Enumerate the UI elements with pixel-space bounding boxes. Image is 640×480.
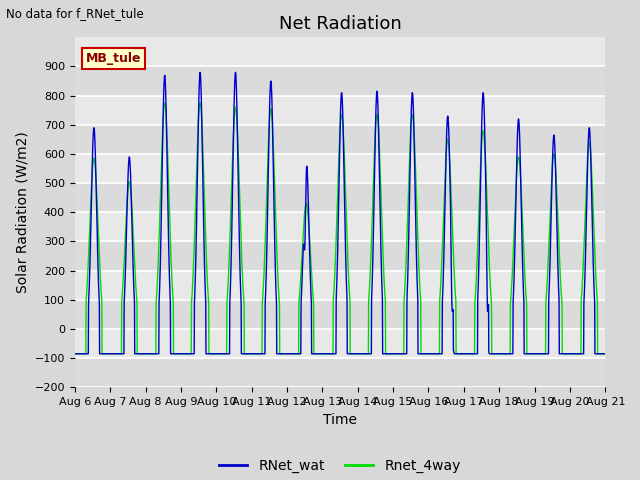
Title: Net Radiation: Net Radiation bbox=[278, 15, 401, 33]
Rnet_4way bbox=[355, 351, 363, 357]
Rnet_4way bbox=[494, 351, 502, 357]
Bar bbox=[75, 241, 605, 271]
Bar bbox=[75, 329, 605, 358]
Bar bbox=[75, 358, 605, 387]
Y-axis label: Solar Radiation (W/m2): Solar Radiation (W/m2) bbox=[15, 132, 29, 293]
Bar bbox=[75, 183, 605, 212]
Line: RNet_wat: RNet_wat bbox=[75, 72, 605, 354]
RNet_wat bbox=[367, 351, 374, 357]
Rnet_4way bbox=[555, 234, 563, 240]
Bar bbox=[75, 271, 605, 300]
RNet_wat bbox=[570, 351, 577, 357]
Rnet_4way bbox=[602, 351, 609, 357]
Bar bbox=[75, 300, 605, 329]
RNet_wat bbox=[219, 351, 227, 357]
RNet_wat bbox=[555, 285, 563, 290]
Bar bbox=[75, 96, 605, 125]
Bar bbox=[75, 125, 605, 154]
Rnet_4way bbox=[161, 100, 168, 106]
Text: No data for f_RNet_tule: No data for f_RNet_tule bbox=[6, 7, 144, 20]
Text: MB_tule: MB_tule bbox=[85, 52, 141, 65]
RNet_wat bbox=[196, 70, 204, 75]
RNet_wat bbox=[602, 351, 609, 357]
RNet_wat bbox=[494, 351, 502, 357]
Rnet_4way bbox=[367, 255, 374, 261]
Rnet_4way bbox=[71, 351, 79, 357]
Legend: RNet_wat, Rnet_4way: RNet_wat, Rnet_4way bbox=[214, 453, 467, 479]
Bar bbox=[75, 67, 605, 96]
Bar bbox=[75, 154, 605, 183]
RNet_wat bbox=[71, 351, 79, 357]
Rnet_4way bbox=[570, 351, 577, 357]
X-axis label: Time: Time bbox=[323, 413, 357, 427]
Line: Rnet_4way: Rnet_4way bbox=[75, 103, 605, 354]
RNet_wat bbox=[355, 351, 363, 357]
Rnet_4way bbox=[219, 351, 227, 357]
Bar bbox=[75, 212, 605, 241]
